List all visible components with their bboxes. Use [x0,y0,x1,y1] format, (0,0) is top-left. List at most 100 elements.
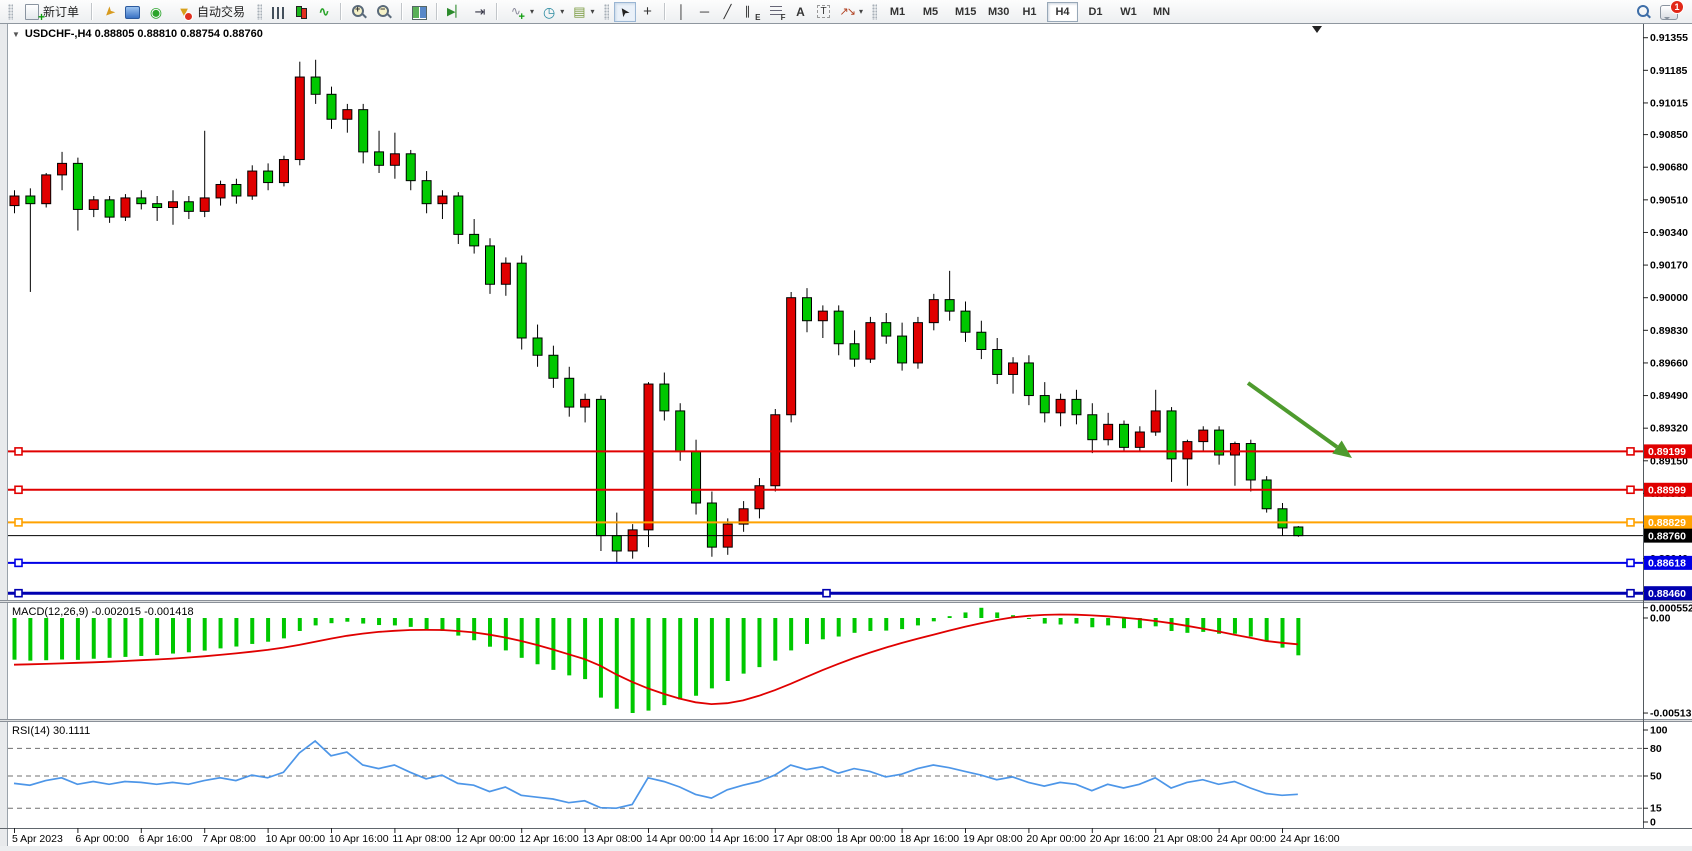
cursor-tool-button[interactable]: ➤ [613,1,636,22]
timeframe-button-m5[interactable]: M5 [915,2,946,22]
candle-down [881,322,892,337]
trendline-tool-button[interactable]: ╱ [717,2,739,22]
price-tick-label: 0.90170 [1650,260,1688,272]
chevron-down-icon: ▾ [858,7,863,16]
metaeditor-button[interactable]: ➤ [98,2,120,22]
candle-down [1245,443,1256,481]
candle-up [437,195,448,205]
notifications-button[interactable]: 1 [1656,0,1684,22]
price-chart[interactable]: 0.91355 0.91185 0.91015 0.90850 0.90680 0.905… [0,23,1692,851]
candle-up [627,529,638,552]
chart-shift-button[interactable]: ⇥ [469,2,491,22]
date-tick-label: 14 Apr 00:00 [646,833,706,845]
line-handle[interactable] [1626,485,1635,495]
trendline-icon: ╱ [723,3,732,19]
candle-up [643,383,654,531]
date-tick-label: 10 Apr 00:00 [266,833,326,845]
axis-price-flag-label: 0.88829 [1648,517,1686,529]
arrows-tool-button[interactable]: ↗↘ ▾ [836,2,867,22]
candle-chart-button[interactable] [290,2,312,22]
signals-button[interactable]: ◉ [145,2,167,22]
price-tick-label: 0.89320 [1650,423,1688,435]
horizontal-line-tool-button[interactable]: ─ [694,2,716,22]
candle-down [944,299,955,312]
templates-button[interactable]: ▤ ▾ [569,2,598,22]
candle-up [865,322,876,360]
line-handle[interactable] [822,588,831,598]
toolbar-grip[interactable] [603,3,609,20]
chart-window[interactable]: 0.91355 0.91185 0.91015 0.90850 0.90680 0.905… [0,23,1692,851]
line-chart-button[interactable]: ∿ [313,2,335,22]
macd-signal-line [13,613,1298,706]
candle-down [897,335,908,364]
tile-windows-button[interactable] [408,2,431,22]
timeframe-button-h4[interactable]: H4 [1046,1,1078,22]
panel-splitter[interactable] [0,600,1692,603]
timeframe-button-m15[interactable]: M15 [948,2,979,22]
date-tick-label: 20 Apr 00:00 [1026,833,1086,845]
candle-down [25,195,36,205]
candle-down [675,410,686,452]
toolbar-grip[interactable] [871,3,877,20]
rsi-axis-label: 15 [1650,803,1662,815]
toolbar-grip[interactable] [8,3,13,20]
chat-bubble-icon: 1 [1660,0,1684,20]
line-handle[interactable] [1626,558,1635,568]
trend-arrow-annotation[interactable] [1246,381,1339,449]
candle-down [310,76,321,95]
fibonacci-tool-button[interactable]: F [765,2,789,22]
crosshair-tool-button[interactable]: + [637,2,659,22]
line-handle[interactable] [1626,447,1635,456]
auto-trading-button[interactable]: ▼ 自动交易 [168,2,252,22]
vertical-line-tool-button[interactable]: │ [671,2,693,22]
stop-dot-icon [184,11,194,21]
line-handle[interactable] [14,558,23,568]
line-handle[interactable] [1626,518,1635,527]
line-handle[interactable] [1626,588,1635,598]
text-tool-button[interactable]: A [790,2,812,22]
line-handle[interactable] [14,485,23,495]
line-handle[interactable] [14,447,23,456]
new-order-button[interactable]: + 新订单 [18,2,86,24]
rsi-axis-label: 80 [1650,743,1662,755]
chart-window-icon [125,6,141,19]
candle-up [1198,429,1209,443]
zoom-in-button[interactable]: + [347,2,371,22]
line-handle[interactable] [14,588,23,598]
timeframe-button-d1[interactable]: D1 [1080,2,1111,22]
chevron-down-icon: ▾ [590,7,595,16]
timeframe-button-h1[interactable]: H1 [1014,2,1045,22]
periods-button[interactable]: ◷ ▾ [539,2,568,22]
price-shift-marker-icon[interactable] [1312,26,1322,33]
axis-price-flag [1644,586,1692,601]
line-handle[interactable] [14,518,23,527]
timeframe-button-m1[interactable]: M1 [882,2,913,22]
axis-price-flag-label: 0.88460 [1648,588,1686,600]
trend-arrow-head[interactable] [1332,440,1352,459]
candle-down [564,377,575,408]
text-label-tool-button[interactable]: T [813,2,835,22]
date-tick-label: 20 Apr 16:00 [1090,833,1150,845]
timeframe-button-w1[interactable]: W1 [1113,2,1144,22]
auto-scroll-button[interactable]: ▶▏ [443,2,468,22]
timeframe-button-mn[interactable]: MN [1146,2,1177,22]
candle-up [1229,443,1240,456]
bar-chart-button[interactable] [267,2,289,22]
one-click-trading-expander-icon[interactable]: ▼ [12,29,20,39]
indicators-button[interactable]: ∿ + ▾ [503,2,538,23]
mql5-community-button[interactable] [121,2,144,22]
template-icon: ▤ [573,3,586,19]
panel-splitter[interactable] [0,719,1692,722]
candle-down [231,183,242,197]
date-tick-label: 13 Apr 08:00 [583,833,643,845]
search-button[interactable] [1631,2,1655,22]
toolbar-grip[interactable] [257,3,263,20]
channel-tool-button[interactable]: ∥ E [740,2,764,22]
rsi-axis-label: 0 [1650,817,1656,829]
auto-scroll-icon: ▶▏ [447,5,464,18]
new-order-icon: + [25,3,45,24]
cursor-arrow-icon: ➤ [615,3,634,20]
zoom-out-button[interactable]: − [372,2,396,22]
timeframe-button-m30[interactable]: M30 [981,2,1012,22]
notification-badge: 1 [1670,0,1684,14]
